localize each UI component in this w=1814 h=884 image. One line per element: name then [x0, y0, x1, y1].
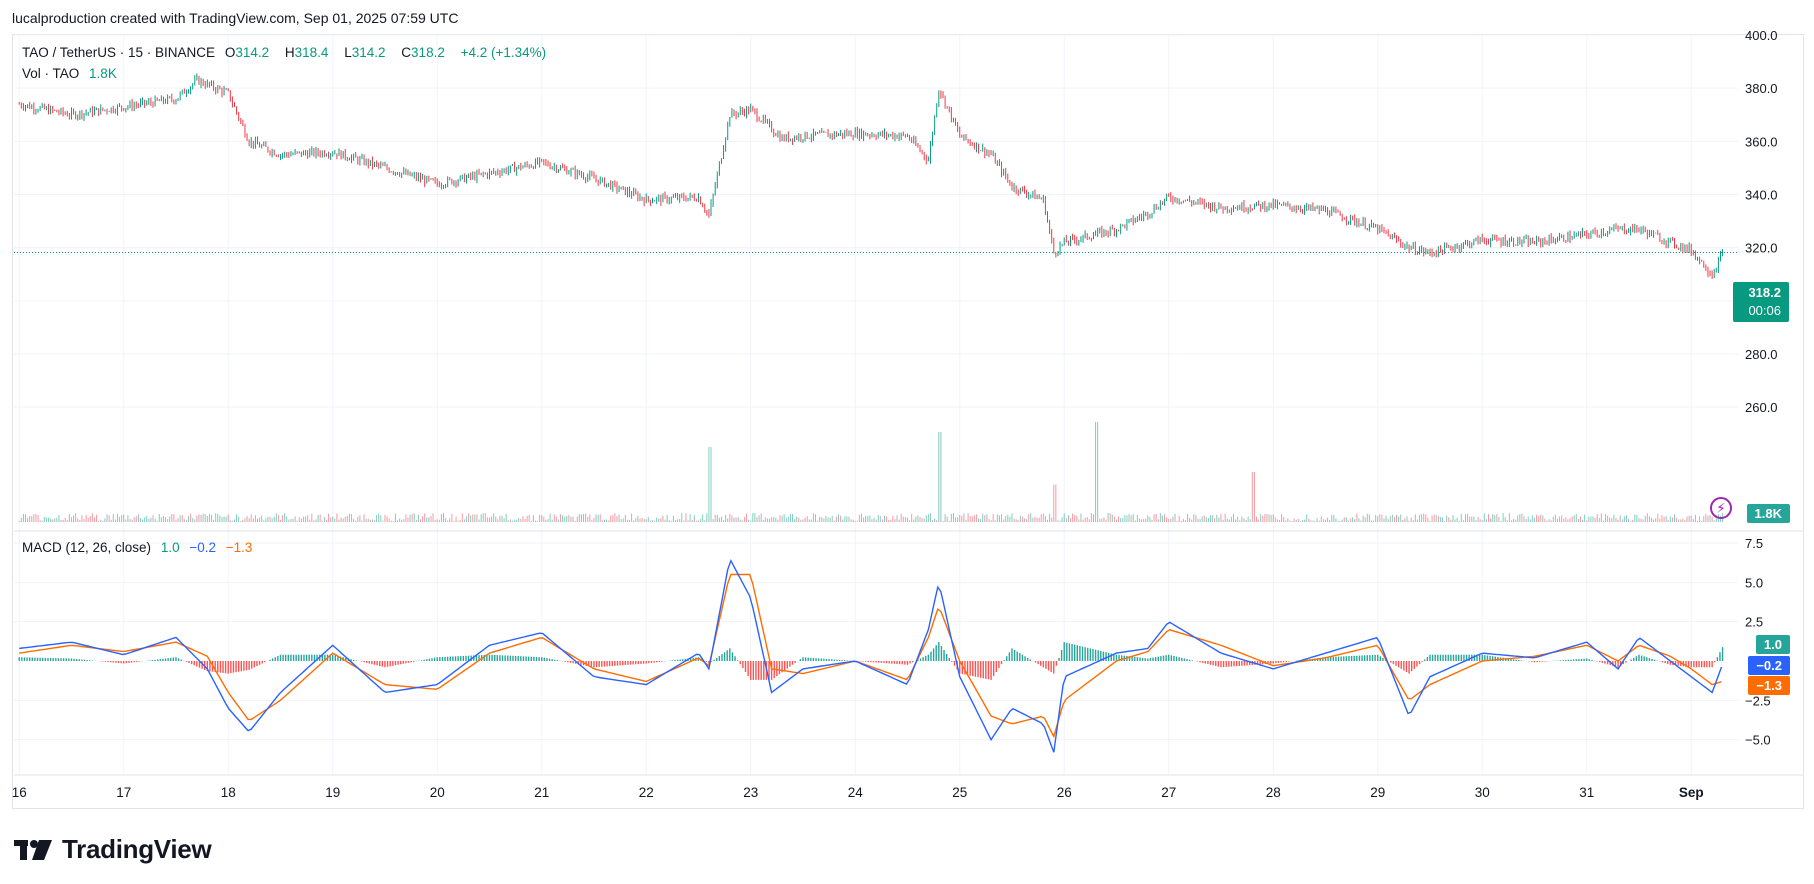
- time-axis-label: 23: [743, 785, 758, 800]
- time-axis-label: Sep: [1679, 785, 1704, 800]
- price-axis-label: 260.0: [1745, 400, 1778, 415]
- macd-signal-value: −1.3: [225, 540, 253, 555]
- macd-signal-line: [19, 573, 1722, 739]
- macd-hist-value: 1.0: [160, 540, 180, 555]
- legend-symbol[interactable]: TAO / TetherUS · 15 · BINANCE: [22, 45, 216, 60]
- legend-change: +4.2 (+1.34%): [460, 45, 547, 60]
- legend-h-label: H: [284, 45, 295, 60]
- price-axis-label: 280.0: [1745, 347, 1778, 362]
- time-axis-label: 16: [12, 785, 27, 800]
- header-credit: lucalproduction created with TradingView…: [12, 10, 459, 26]
- macd-label[interactable]: MACD (12, 26, close): [22, 540, 152, 555]
- price-axis-label: 400.0: [1745, 28, 1778, 43]
- time-axis-label: 18: [221, 785, 236, 800]
- lightning-icon[interactable]: ⚡: [1710, 497, 1732, 519]
- price-tag: 318.2 00:06: [1733, 282, 1789, 322]
- macd-line: [19, 558, 1723, 753]
- time-axis-label: 26: [1057, 785, 1072, 800]
- price-tag-value: 318.2: [1748, 285, 1781, 300]
- price-axis-label: 320.0: [1745, 241, 1778, 256]
- time-axis-label: 24: [848, 785, 864, 800]
- price-legend: TAO / TetherUS · 15 · BINANCE O314.2 H31…: [22, 45, 552, 60]
- time-axis-label: 21: [534, 785, 549, 800]
- macd-signal-tag: −1.3: [1748, 676, 1790, 695]
- time-axis-label: 27: [1161, 785, 1176, 800]
- time-axis-label: 28: [1266, 785, 1281, 800]
- time-axis-label: 29: [1370, 785, 1385, 800]
- legend-open: 314.2: [235, 45, 270, 60]
- time-axis-label: 25: [952, 785, 967, 800]
- macd-axis-label: −5.0: [1745, 733, 1771, 748]
- macd-hist-tag: 1.0: [1755, 635, 1790, 654]
- legend-c-label: C: [401, 45, 412, 60]
- price-tag-countdown: 00:06: [1748, 303, 1781, 318]
- time-axis-label: 17: [116, 785, 131, 800]
- vol-label[interactable]: Vol · TAO: [22, 66, 80, 81]
- macd-axis-label: 7.5: [1745, 536, 1763, 551]
- vol-value: 1.8K: [89, 66, 117, 81]
- time-axis-label: 31: [1579, 785, 1594, 800]
- macd-axis-label: 2.5: [1745, 615, 1763, 630]
- legend-low: 314.2: [351, 45, 386, 60]
- legend-high: 318.4: [294, 45, 329, 60]
- time-axis-label: 22: [639, 785, 654, 800]
- legend-close: 318.2: [411, 45, 445, 60]
- volume-tag: 1.8K: [1746, 504, 1790, 523]
- time-axis-label: 30: [1475, 785, 1490, 800]
- time-axis-label: 20: [430, 785, 445, 800]
- macd-line-tag: −0.2: [1748, 656, 1790, 675]
- macd-legend: MACD (12, 26, close) 1.0 −0.2 −1.3: [22, 540, 258, 555]
- macd-axis-label: 5.0: [1745, 575, 1763, 590]
- legend-o-label: O: [224, 45, 236, 60]
- price-axis-label: 340.0: [1745, 188, 1778, 203]
- time-axis-label: 19: [325, 785, 340, 800]
- price-axis-label: 360.0: [1745, 134, 1778, 149]
- volume-legend: Vol · TAO 1.8K: [22, 66, 123, 81]
- legend-l-label: L: [344, 45, 352, 60]
- macd-axis-label: −2.5: [1745, 693, 1771, 708]
- macd-line-value: −0.2: [189, 540, 217, 555]
- tradingview-logo-icon: [14, 839, 52, 860]
- logo-text: TradingView: [62, 834, 212, 864]
- tradingview-logo[interactable]: TradingView: [14, 834, 212, 865]
- price-axis-label: 380.0: [1745, 81, 1778, 96]
